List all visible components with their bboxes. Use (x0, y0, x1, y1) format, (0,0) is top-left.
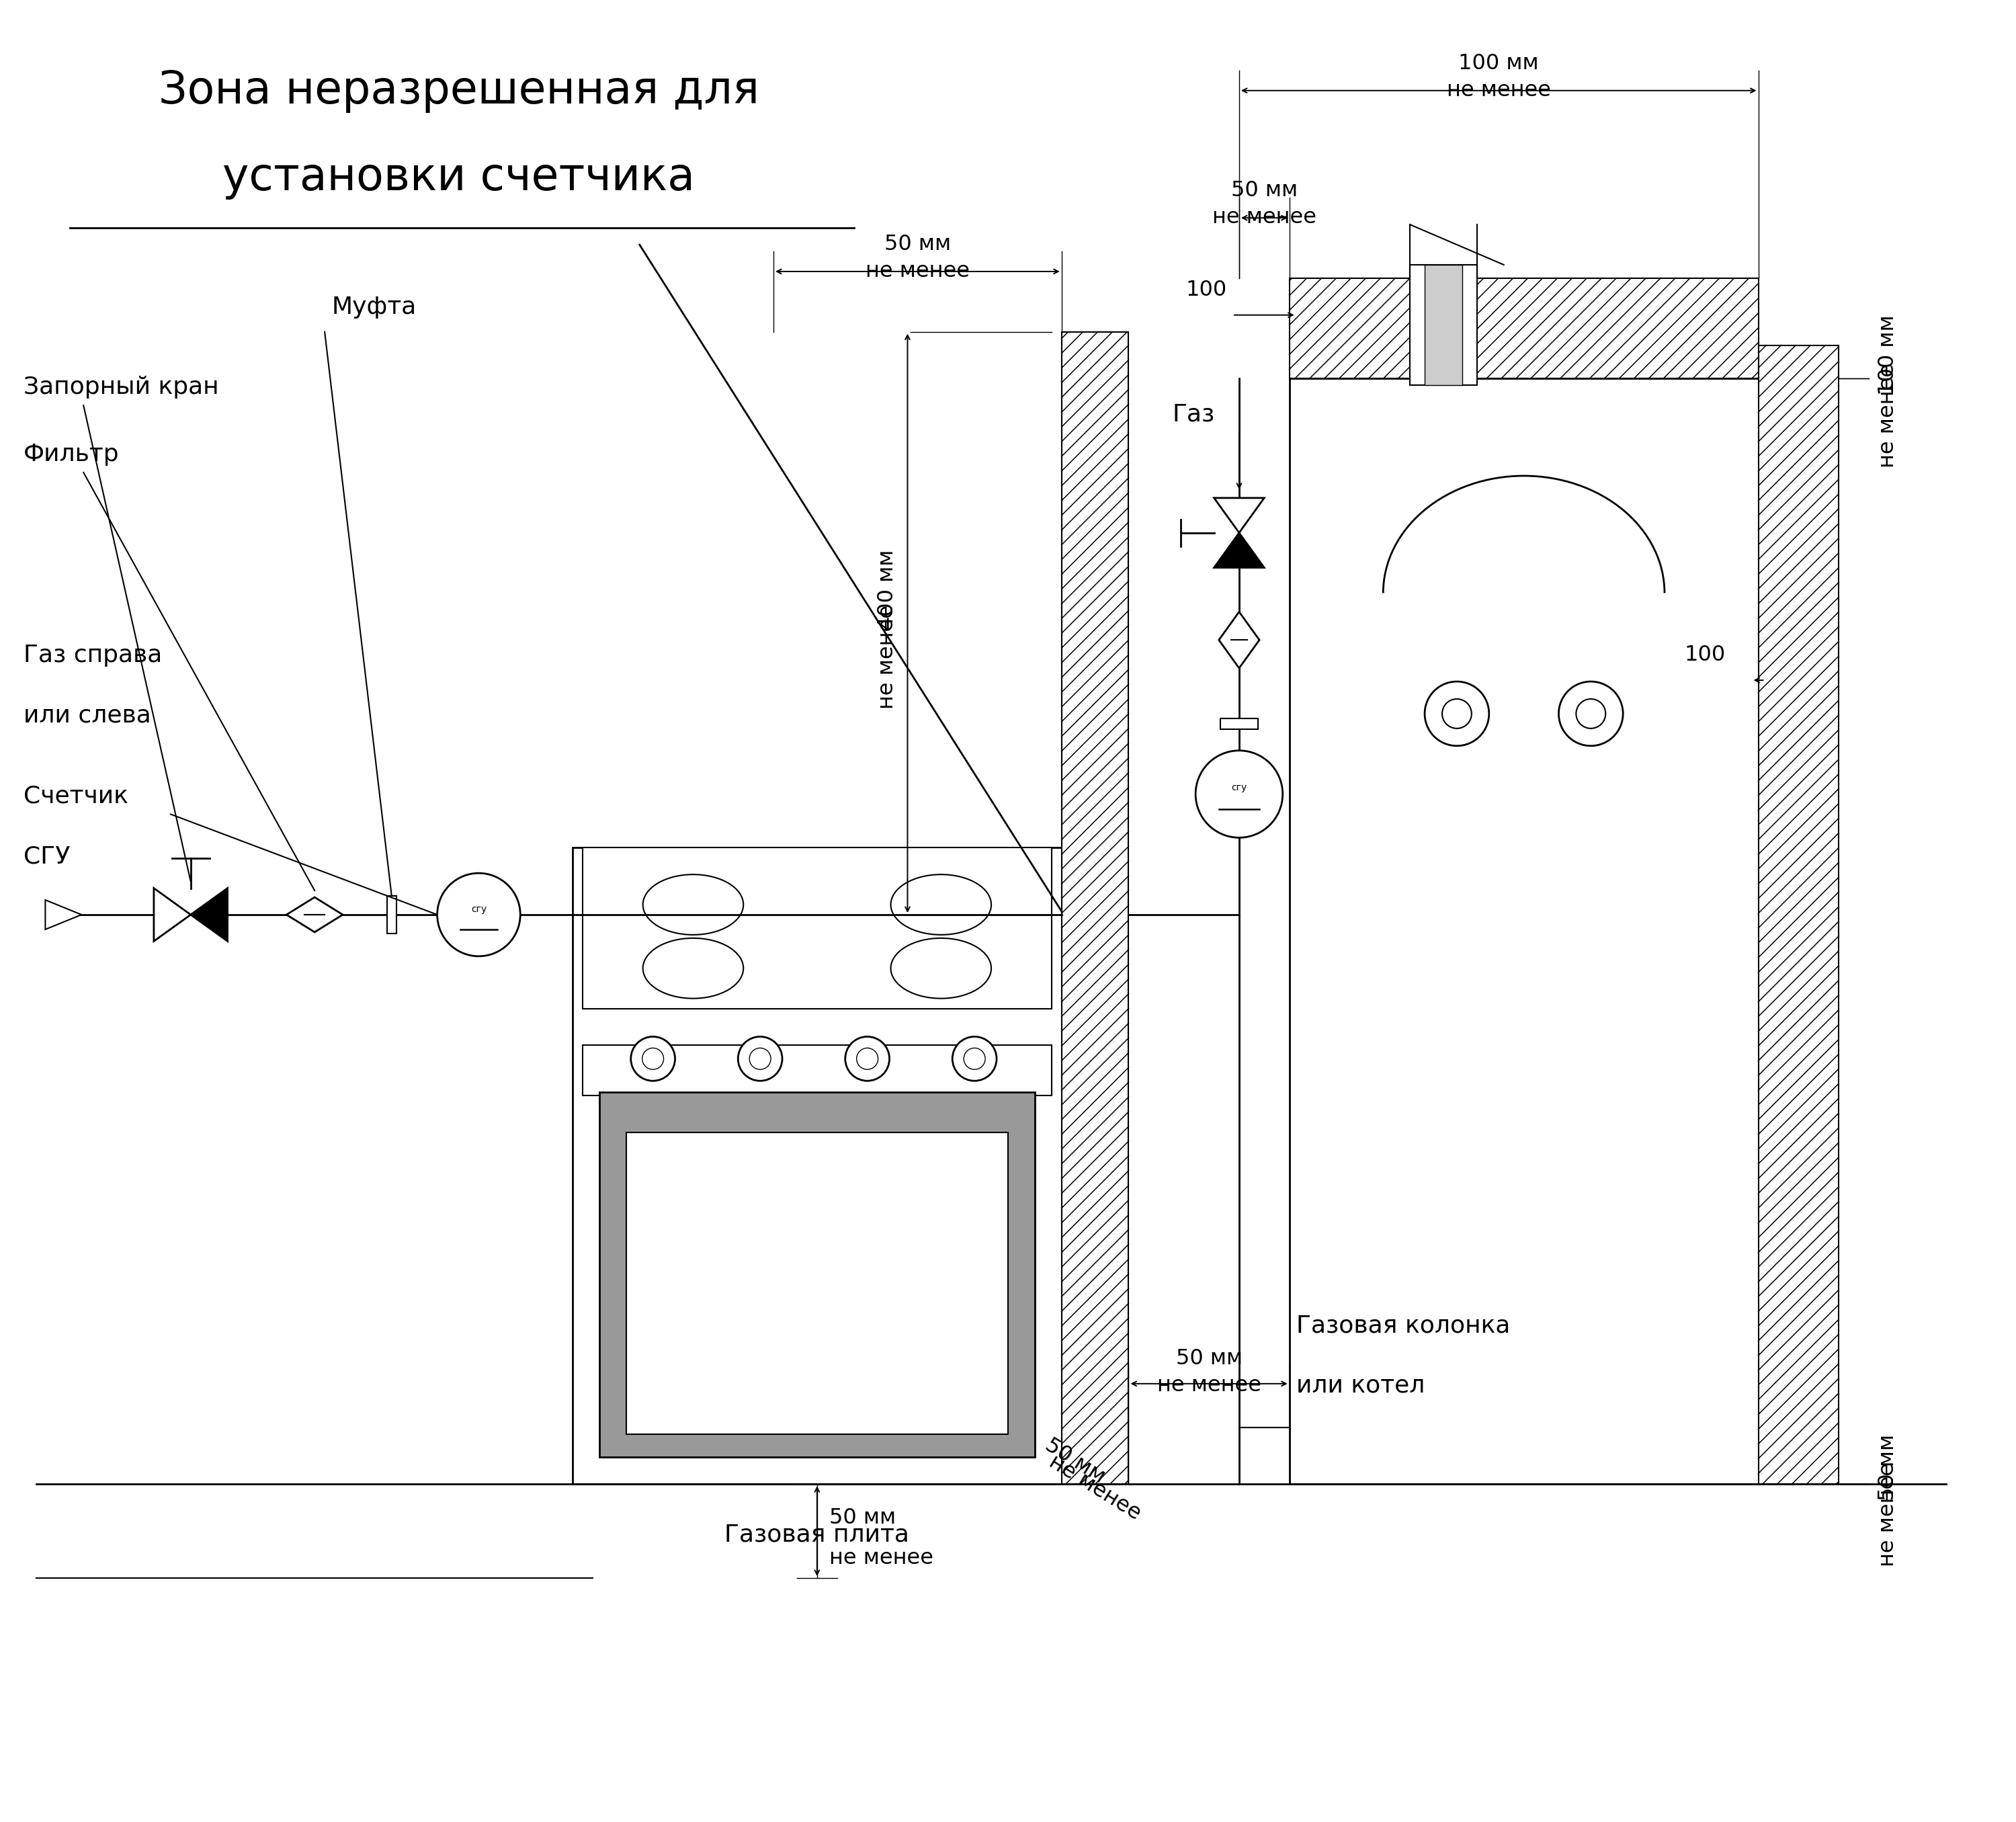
Text: Муфта: Муфта (331, 295, 415, 319)
Text: 100 мм: 100 мм (1458, 53, 1538, 75)
Polygon shape (1214, 497, 1264, 532)
Text: Запорный кран: Запорный кран (24, 375, 218, 399)
Circle shape (964, 1048, 986, 1070)
Ellipse shape (643, 875, 744, 935)
Text: 100: 100 (1185, 279, 1226, 301)
Text: Зона неразрешенная для: Зона неразрешенная для (159, 69, 760, 113)
Text: 50 мм: 50 мм (1877, 1434, 1899, 1501)
Text: Газ: Газ (1171, 403, 1214, 426)
Polygon shape (286, 896, 343, 933)
Bar (1409, 264, 1478, 386)
Text: Газ справа: Газ справа (24, 643, 161, 667)
Text: 50 мм: 50 мм (1040, 1434, 1109, 1487)
Circle shape (1441, 700, 1472, 729)
Text: не менее: не менее (1877, 1463, 1899, 1567)
Text: не менее: не менее (829, 1547, 933, 1569)
Bar (1758, 344, 1839, 1485)
Ellipse shape (643, 938, 744, 998)
Bar (1290, 379, 1758, 1485)
Bar (583, 847, 1052, 1009)
Circle shape (1425, 681, 1490, 745)
Text: 100 мм: 100 мм (1877, 315, 1899, 395)
Ellipse shape (891, 938, 992, 998)
Text: сгу: сгу (1232, 783, 1248, 793)
Bar (1220, 718, 1258, 729)
Text: не менее: не менее (877, 605, 897, 709)
Bar (627, 1133, 1008, 1434)
Bar (599, 1091, 1034, 1458)
Circle shape (631, 1037, 675, 1080)
Circle shape (750, 1048, 770, 1070)
Text: 100: 100 (1683, 645, 1726, 665)
Bar (573, 847, 1062, 1485)
Polygon shape (1214, 532, 1264, 568)
Polygon shape (44, 900, 81, 929)
Text: не менее: не менее (865, 261, 970, 282)
Text: 50 мм: 50 мм (829, 1507, 895, 1529)
Polygon shape (1220, 612, 1260, 669)
Bar (1062, 332, 1129, 1485)
Text: Счетчик: Счетчик (24, 785, 127, 807)
Bar (1425, 264, 1462, 386)
Text: не менее: не менее (1447, 80, 1550, 100)
Text: СГУ: СГУ (24, 845, 71, 867)
Text: Фильтр: Фильтр (24, 443, 119, 466)
Circle shape (857, 1048, 879, 1070)
Circle shape (1195, 751, 1282, 838)
Circle shape (845, 1037, 889, 1080)
Text: или слева: или слева (24, 705, 151, 727)
Text: сгу: сгу (472, 904, 486, 915)
Text: не менее: не менее (1212, 208, 1316, 228)
Bar (1290, 279, 1758, 379)
Text: 50 мм: 50 мм (1175, 1348, 1242, 1368)
Text: 50 мм: 50 мм (885, 233, 952, 255)
Bar (387, 896, 397, 933)
Polygon shape (153, 887, 192, 942)
Text: Газовая плита: Газовая плита (724, 1523, 909, 1545)
Text: не менее: не менее (1046, 1452, 1145, 1525)
Bar (583, 1046, 1052, 1095)
Text: установки счетчика: установки счетчика (222, 155, 696, 200)
Circle shape (738, 1037, 782, 1080)
Circle shape (643, 1048, 663, 1070)
Circle shape (952, 1037, 996, 1080)
Text: не менее: не менее (1157, 1376, 1262, 1396)
Text: 400 мм: 400 мм (877, 550, 897, 630)
Circle shape (437, 873, 520, 957)
Text: или котел: или котел (1296, 1374, 1425, 1397)
Circle shape (1577, 700, 1605, 729)
Circle shape (1558, 681, 1623, 745)
Ellipse shape (891, 875, 992, 935)
Polygon shape (192, 887, 228, 942)
Text: Газовая колонка: Газовая колонка (1296, 1314, 1510, 1337)
Text: 50 мм: 50 мм (1232, 180, 1298, 200)
Text: не менее: не менее (1877, 363, 1899, 468)
